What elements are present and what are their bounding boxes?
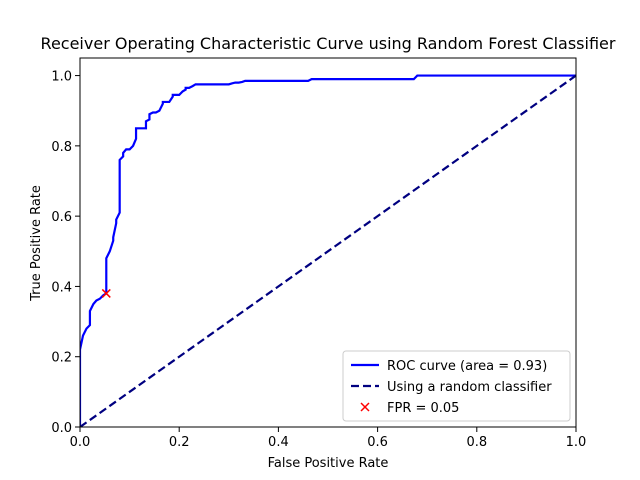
y-tick-label: 0.0 (51, 421, 72, 436)
legend-label: FPR = 0.05 (387, 401, 459, 416)
x-axis-title: False Positive Rate (268, 456, 389, 471)
y-tick-label: 0.4 (51, 280, 72, 295)
y-tick-label: 0.6 (51, 210, 72, 225)
x-tick-label: 0.2 (169, 435, 190, 450)
legend-marker (360, 402, 370, 412)
plot-area: 0.0 0.2 0.4 0.6 0.8 1.0 0.0 0.2 0.4 0.6 0.8 1.0 (51, 57, 587, 450)
x-tick-label: 0.4 (268, 435, 289, 450)
legend-label: Using a random classifier (387, 380, 552, 395)
fpr-marker (101, 288, 111, 298)
legend-label: ROC curve (area = 0.93) (387, 359, 547, 374)
x-tick-label: 0.6 (367, 435, 388, 450)
y-tick-label: 0.8 (51, 140, 72, 155)
y-axis-title: True Positive Rate (29, 185, 44, 302)
legend: ROC curve (area = 0.93) Using a random cl… (342, 350, 571, 422)
y-tick-label: 0.2 (51, 351, 72, 366)
series-line-0 (80, 74, 576, 427)
x-tick-label: 0.0 (70, 435, 91, 450)
x-tick-label: 0.8 (466, 435, 487, 450)
series-line-1 (80, 74, 576, 427)
legend-box (342, 350, 571, 422)
plot-frame (79, 57, 577, 428)
chart-title: Receiver Operating Characteristic Curve … (41, 34, 616, 53)
x-tick-label: 1.0 (566, 435, 587, 450)
y-tick-label: 1.0 (51, 70, 72, 85)
